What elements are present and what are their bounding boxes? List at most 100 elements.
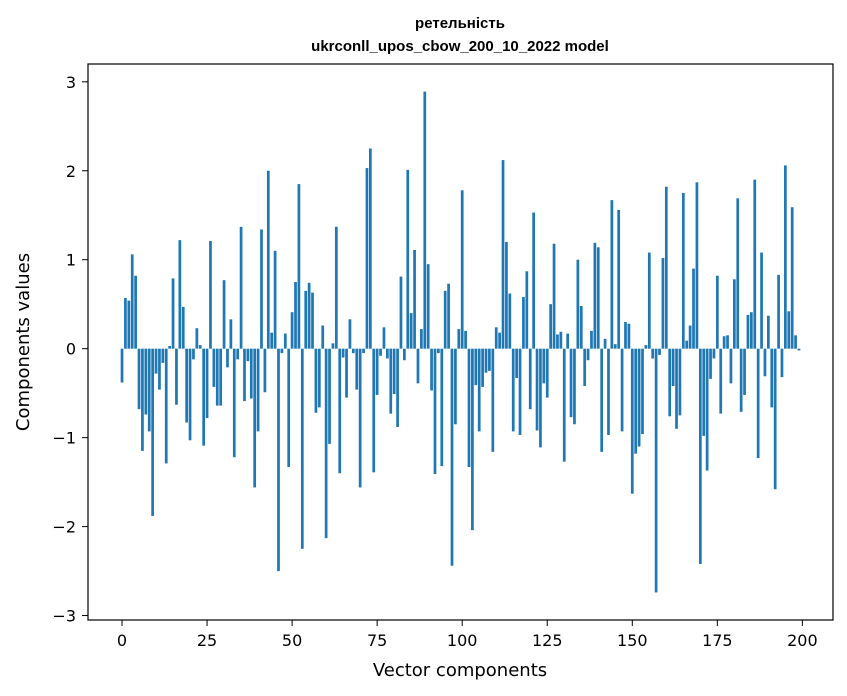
- bar-83: [403, 348, 406, 361]
- bar-97: [450, 348, 454, 566]
- bar-10: [154, 348, 158, 374]
- bar-194: [780, 348, 784, 378]
- bar-125: [545, 348, 549, 398]
- y-axis-label: Components values: [13, 253, 34, 431]
- bar-45: [273, 250, 277, 349]
- bar-46: [277, 348, 280, 572]
- bar-151: [634, 348, 638, 454]
- bar-11: [158, 348, 161, 390]
- bar-162: [671, 348, 675, 387]
- bar-53: [300, 348, 304, 549]
- bar-144: [610, 200, 614, 349]
- bar-165: [681, 192, 685, 349]
- bar-149: [627, 323, 631, 349]
- bar-98: [454, 348, 457, 425]
- bar-111: [498, 332, 501, 349]
- bar-19: [185, 348, 189, 423]
- x-tick-label-8: 200: [787, 631, 818, 650]
- bar-58: [317, 348, 321, 408]
- y-tick-label-0: −3: [52, 607, 76, 626]
- bar-118: [522, 297, 525, 349]
- bar-27: [212, 348, 216, 387]
- bar-178: [726, 335, 729, 349]
- plot-frame: [87, 63, 834, 621]
- bar-77: [382, 327, 386, 349]
- bar-113: [505, 241, 508, 349]
- bar-129: [559, 331, 563, 349]
- bar-147: [620, 348, 624, 432]
- bar-193: [777, 274, 780, 349]
- bar-2: [127, 300, 131, 349]
- bar-197: [790, 207, 794, 349]
- y-axis-ticks: −3 −2 −1 0 1 2 3: [52, 73, 88, 626]
- bar-23: [198, 345, 202, 349]
- x-tick-label-5: 125: [532, 631, 563, 650]
- bar-65: [341, 348, 345, 358]
- bar-198: [794, 335, 797, 349]
- bar-70: [358, 348, 362, 488]
- bar-191: [770, 348, 774, 408]
- bar-145: [613, 344, 617, 349]
- bar-150: [630, 348, 634, 494]
- bar-140: [596, 247, 600, 349]
- bar-138: [590, 330, 593, 349]
- bar-43: [266, 170, 270, 349]
- bar-6: [141, 348, 144, 451]
- bar-153: [641, 348, 644, 435]
- bar-71: [362, 348, 365, 354]
- bar-114: [508, 293, 512, 349]
- bar-60: [324, 348, 328, 539]
- bar-146: [617, 209, 621, 349]
- bar-22: [195, 328, 199, 349]
- bar-115: [511, 348, 515, 432]
- x-tick-label-0: 0: [117, 631, 127, 650]
- bar-121: [532, 212, 535, 349]
- bar-95: [443, 290, 447, 349]
- x-axis-label: Vector components: [373, 660, 547, 681]
- bar-106: [481, 348, 484, 387]
- bar-61: [328, 348, 331, 444]
- bar-112: [501, 160, 505, 349]
- bar-87: [416, 348, 420, 384]
- bar-94: [440, 348, 444, 467]
- bar-159: [661, 257, 665, 349]
- bar-67: [348, 319, 352, 349]
- bar-88: [420, 329, 423, 349]
- bar-16: [175, 348, 178, 405]
- bar-89: [423, 91, 427, 349]
- bar-104: [474, 348, 478, 386]
- bar-161: [668, 348, 672, 417]
- bar-135: [579, 305, 583, 349]
- bar-170: [698, 348, 702, 564]
- bar-35: [239, 226, 243, 349]
- bar-183: [743, 348, 746, 395]
- bar-172: [705, 348, 709, 471]
- bar-7: [144, 348, 148, 415]
- x-tick-label-3: 75: [367, 631, 387, 650]
- y-tick-label-5: 2: [66, 162, 76, 181]
- bar-127: [552, 243, 556, 349]
- bar-192: [773, 348, 777, 490]
- bar-5: [137, 348, 141, 410]
- bar-82: [399, 276, 403, 349]
- bar-199: [797, 348, 801, 351]
- bar-81: [396, 348, 399, 427]
- bar-44: [270, 332, 274, 349]
- bar-173: [709, 348, 712, 379]
- bar-25: [205, 348, 209, 419]
- bar-42: [263, 348, 267, 393]
- bar-109: [491, 348, 495, 452]
- bar-93: [437, 348, 440, 354]
- bar-175: [715, 275, 719, 349]
- bar-91: [430, 348, 433, 391]
- bar-80: [392, 348, 396, 395]
- bar-20: [188, 348, 192, 441]
- bar-137: [586, 348, 590, 361]
- bar-119: [525, 271, 529, 349]
- y-tick-label-4: 1: [66, 251, 76, 270]
- bar-102: [467, 348, 471, 467]
- bar-182: [739, 348, 743, 412]
- bar-188: [760, 252, 763, 349]
- x-tick-label-1: 25: [197, 631, 217, 650]
- bar-168: [692, 268, 695, 349]
